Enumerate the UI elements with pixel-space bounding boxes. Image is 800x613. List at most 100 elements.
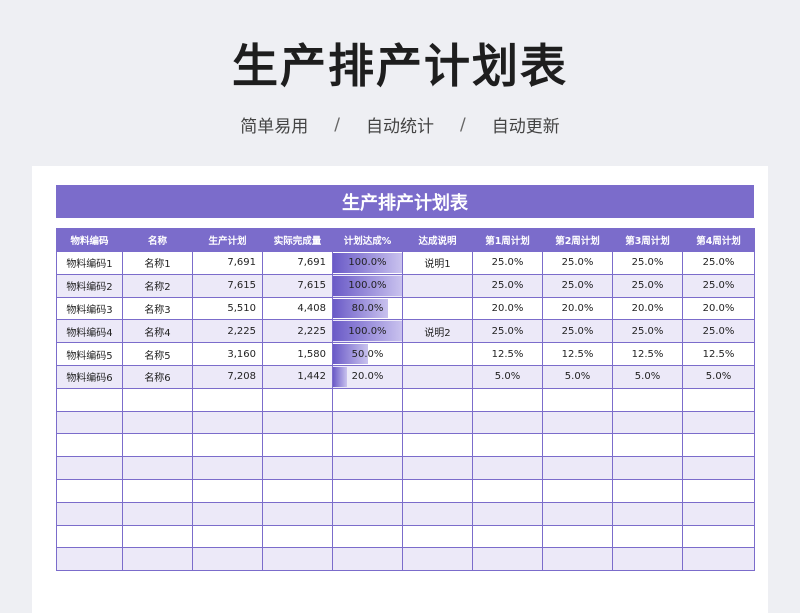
empty-cell[interactable] [192,501,263,526]
cell-week4[interactable]: 25.0% [682,273,755,298]
cell-week4[interactable]: 20.0% [682,296,755,321]
empty-cell[interactable] [122,478,193,503]
cell-plan[interactable]: 7,208 [192,364,263,389]
cell-rate[interactable]: 100.0% [332,273,403,298]
empty-cell[interactable] [682,478,755,503]
empty-cell[interactable] [472,410,543,435]
empty-cell[interactable] [542,501,613,526]
empty-cell[interactable] [262,524,333,549]
empty-cell[interactable] [612,433,683,458]
empty-cell[interactable] [612,456,683,480]
empty-cell[interactable] [192,456,263,480]
empty-cell[interactable] [56,433,123,458]
empty-cell[interactable] [262,456,333,480]
empty-cell[interactable] [542,547,613,572]
empty-cell[interactable] [56,524,123,549]
empty-cell[interactable] [542,433,613,458]
empty-cell[interactable] [122,547,193,572]
empty-cell[interactable] [56,478,123,503]
cell-note[interactable] [402,273,473,298]
empty-cell[interactable] [262,501,333,526]
cell-name[interactable]: 名称5 [122,342,193,366]
empty-cell[interactable] [122,387,193,412]
empty-cell[interactable] [332,524,403,549]
cell-week3[interactable]: 25.0% [612,251,683,275]
cell-code[interactable]: 物料编码2 [56,273,123,298]
cell-plan[interactable]: 7,691 [192,251,263,275]
cell-code[interactable]: 物料编码6 [56,364,123,389]
empty-cell[interactable] [472,433,543,458]
cell-week3[interactable]: 20.0% [612,296,683,321]
cell-week3[interactable]: 25.0% [612,273,683,298]
cell-name[interactable]: 名称3 [122,296,193,321]
empty-cell[interactable] [262,478,333,503]
cell-name[interactable]: 名称4 [122,319,193,344]
cell-actual[interactable]: 1,442 [262,364,333,389]
cell-note[interactable] [402,296,473,321]
cell-week4[interactable]: 5.0% [682,364,755,389]
cell-actual[interactable]: 2,225 [262,319,333,344]
cell-note[interactable]: 说明1 [402,251,473,275]
cell-note[interactable]: 说明2 [402,319,473,344]
cell-week4[interactable]: 25.0% [682,319,755,344]
cell-week2[interactable]: 25.0% [542,251,613,275]
empty-cell[interactable] [682,547,755,572]
empty-cell[interactable] [542,410,613,435]
empty-cell[interactable] [402,501,473,526]
cell-actual[interactable]: 1,580 [262,342,333,366]
cell-week4[interactable]: 12.5% [682,342,755,366]
cell-rate[interactable]: 20.0% [332,364,403,389]
empty-cell[interactable] [332,501,403,526]
empty-cell[interactable] [472,387,543,412]
empty-cell[interactable] [402,547,473,572]
col-header-week3[interactable]: 第3周计划 [612,228,683,252]
empty-cell[interactable] [682,501,755,526]
empty-cell[interactable] [262,410,333,435]
cell-code[interactable]: 物料编码4 [56,319,123,344]
empty-cell[interactable] [472,478,543,503]
empty-cell[interactable] [682,524,755,549]
empty-cell[interactable] [612,547,683,572]
cell-name[interactable]: 名称1 [122,251,193,275]
empty-cell[interactable] [192,433,263,458]
cell-plan[interactable]: 2,225 [192,319,263,344]
empty-cell[interactable] [402,456,473,480]
cell-week1[interactable]: 25.0% [472,251,543,275]
empty-cell[interactable] [192,547,263,572]
col-header-week1[interactable]: 第1周计划 [472,228,543,252]
cell-week2[interactable]: 25.0% [542,319,613,344]
empty-cell[interactable] [472,524,543,549]
cell-code[interactable]: 物料编码1 [56,251,123,275]
cell-code[interactable]: 物料编码3 [56,296,123,321]
empty-cell[interactable] [682,433,755,458]
empty-cell[interactable] [612,478,683,503]
empty-cell[interactable] [332,410,403,435]
empty-cell[interactable] [122,501,193,526]
empty-cell[interactable] [122,410,193,435]
col-header-week4[interactable]: 第4周计划 [682,228,755,252]
empty-cell[interactable] [262,387,333,412]
cell-week3[interactable]: 25.0% [612,319,683,344]
empty-cell[interactable] [56,410,123,435]
empty-cell[interactable] [262,547,333,572]
empty-cell[interactable] [332,433,403,458]
cell-actual[interactable]: 4,408 [262,296,333,321]
empty-cell[interactable] [122,456,193,480]
cell-plan[interactable]: 3,160 [192,342,263,366]
col-header-note[interactable]: 达成说明 [402,228,473,252]
cell-week4[interactable]: 25.0% [682,251,755,275]
empty-cell[interactable] [542,478,613,503]
empty-cell[interactable] [472,547,543,572]
cell-rate[interactable]: 80.0% [332,296,403,321]
cell-week2[interactable]: 5.0% [542,364,613,389]
cell-week1[interactable]: 5.0% [472,364,543,389]
cell-rate[interactable]: 100.0% [332,251,403,275]
cell-actual[interactable]: 7,691 [262,251,333,275]
cell-rate[interactable]: 50.0% [332,342,403,366]
cell-note[interactable] [402,364,473,389]
empty-cell[interactable] [402,524,473,549]
cell-week1[interactable]: 25.0% [472,273,543,298]
cell-week1[interactable]: 25.0% [472,319,543,344]
col-header-plan[interactable]: 生产计划 [192,228,263,252]
empty-cell[interactable] [402,410,473,435]
